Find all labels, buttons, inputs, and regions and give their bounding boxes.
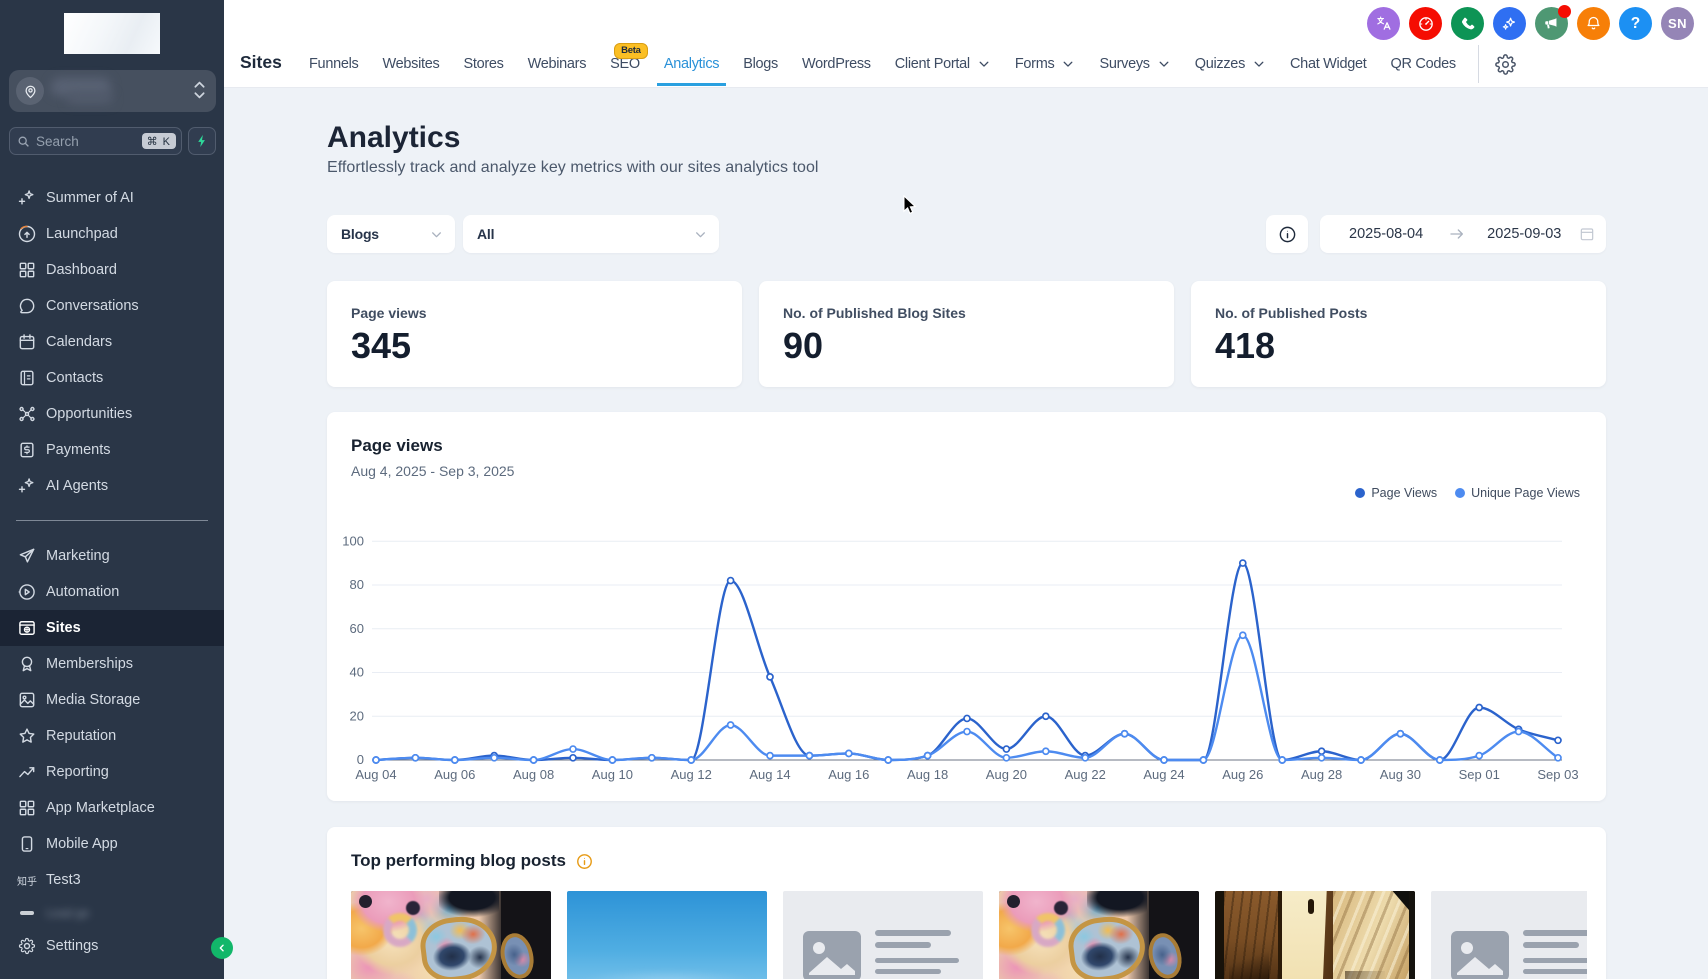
svg-text:Aug 28: Aug 28 — [1301, 767, 1342, 782]
svg-text:Aug 06: Aug 06 — [434, 767, 475, 782]
svg-text:Aug 04: Aug 04 — [355, 767, 396, 782]
svg-text:20: 20 — [350, 708, 364, 723]
svg-text:0: 0 — [357, 752, 364, 767]
svg-text:Aug 30: Aug 30 — [1380, 767, 1421, 782]
svg-text:Aug 26: Aug 26 — [1222, 767, 1263, 782]
svg-text:Aug 12: Aug 12 — [671, 767, 712, 782]
svg-text:Aug 08: Aug 08 — [513, 767, 554, 782]
svg-text:Aug 22: Aug 22 — [1065, 767, 1106, 782]
svg-text:Aug 14: Aug 14 — [749, 767, 790, 782]
svg-text:Aug 10: Aug 10 — [592, 767, 633, 782]
svg-text:Sep 01: Sep 01 — [1459, 767, 1500, 782]
svg-text:60: 60 — [350, 621, 364, 636]
svg-text:80: 80 — [350, 577, 364, 592]
svg-text:Aug 24: Aug 24 — [1143, 767, 1184, 782]
svg-text:40: 40 — [350, 665, 364, 680]
svg-text:Sep 03: Sep 03 — [1537, 767, 1578, 782]
svg-text:Aug 16: Aug 16 — [828, 767, 869, 782]
svg-text:Aug 18: Aug 18 — [907, 767, 948, 782]
svg-text:100: 100 — [342, 533, 364, 548]
svg-text:Aug 20: Aug 20 — [986, 767, 1027, 782]
